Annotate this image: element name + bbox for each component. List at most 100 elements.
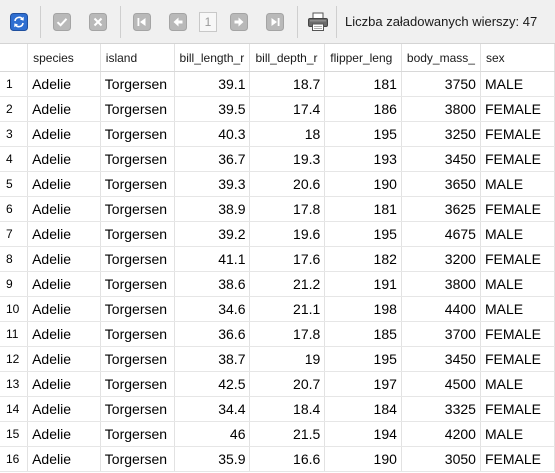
sex-cell[interactable]: FEMALE [480,96,555,122]
species-cell[interactable]: Adelie [27,321,101,347]
flipper-length-cell[interactable]: 182 [324,246,402,272]
flipper-length-cell[interactable]: 181 [324,71,402,97]
body-mass-cell[interactable]: 4500 [401,371,481,397]
flipper-length-cell[interactable]: 195 [324,346,402,372]
species-cell[interactable]: Adelie [27,121,101,147]
bill-depth-cell[interactable]: 16.6 [249,446,326,472]
species-cell[interactable]: Adelie [27,421,101,447]
flipper-length-cell[interactable]: 184 [324,396,402,422]
bill-length-cell[interactable]: 39.1 [174,71,251,97]
body-mass-cell[interactable]: 3750 [401,71,481,97]
row-number-cell[interactable]: 10 [0,296,29,322]
island-cell[interactable]: Torgersen [100,146,175,172]
row-number-cell[interactable]: 14 [0,396,29,422]
sex-cell[interactable]: FEMALE [480,121,555,147]
body-mass-cell[interactable]: 4200 [401,421,481,447]
species-cell[interactable]: Adelie [27,446,101,472]
row-number-cell[interactable]: 7 [0,221,29,247]
table-row[interactable]: 14 Adelie Torgersen 34.4 18.4 184 3325 FEMALE [0,396,555,422]
table-row[interactable]: 16 Adelie Torgersen 35.9 16.6 190 3050 FEMALE [0,446,555,472]
flipper-length-cell[interactable]: 186 [324,96,402,122]
row-number-cell[interactable]: 2 [0,96,29,122]
species-cell[interactable]: Adelie [27,196,101,222]
sex-cell[interactable]: FEMALE [480,246,555,272]
table-row[interactable]: 3 Adelie Torgersen 40.3 18 195 3250 FEMALE [0,121,555,147]
body-mass-cell[interactable]: 3450 [401,346,481,372]
sex-cell[interactable]: FEMALE [480,146,555,172]
bill-depth-cell[interactable]: 19.6 [249,221,326,247]
bill-depth-cell[interactable]: 19 [249,346,326,372]
body-mass-cell[interactable]: 3325 [401,396,481,422]
sex-cell[interactable]: FEMALE [480,446,555,472]
bill-length-header[interactable]: bill_length_r [174,44,251,72]
table-row[interactable]: 9 Adelie Torgersen 38.6 21.2 191 3800 MALE [0,271,555,297]
body-mass-cell[interactable]: 4675 [401,221,481,247]
print-button[interactable] [307,11,329,33]
sex-cell[interactable]: FEMALE [480,396,555,422]
island-cell[interactable]: Torgersen [100,246,175,272]
sex-header[interactable]: sex [480,44,555,72]
flipper-length-cell[interactable]: 195 [324,121,402,147]
bill-length-cell[interactable]: 38.9 [174,196,251,222]
table-row[interactable]: 15 Adelie Torgersen 46 21.5 194 4200 MALE [0,421,555,447]
sex-cell[interactable]: MALE [480,171,555,197]
table-row[interactable]: 6 Adelie Torgersen 38.9 17.8 181 3625 FEMALE [0,196,555,222]
body-mass-cell[interactable]: 3625 [401,196,481,222]
table-row[interactable]: 10 Adelie Torgersen 34.6 21.1 198 4400 MALE [0,296,555,322]
body-mass-cell[interactable]: 3700 [401,321,481,347]
flipper-length-cell[interactable]: 190 [324,446,402,472]
sex-cell[interactable]: MALE [480,221,555,247]
island-cell[interactable]: Torgersen [100,96,175,122]
row-number-cell[interactable]: 9 [0,271,29,297]
sex-cell[interactable]: MALE [480,421,555,447]
species-cell[interactable]: Adelie [27,171,101,197]
previous-page-button[interactable] [167,11,189,33]
species-cell[interactable]: Adelie [27,371,101,397]
bill-depth-cell[interactable]: 17.8 [249,321,326,347]
island-cell[interactable]: Torgersen [100,121,175,147]
bill-depth-cell[interactable]: 20.7 [249,371,326,397]
row-number-cell[interactable]: 12 [0,346,29,372]
bill-depth-cell[interactable]: 21.1 [249,296,326,322]
bill-depth-cell[interactable]: 18 [249,121,326,147]
row-number-cell[interactable]: 3 [0,121,29,147]
row-number-cell[interactable]: 5 [0,171,29,197]
bill-length-cell[interactable]: 36.7 [174,146,251,172]
row-number-cell[interactable]: 1 [0,71,29,97]
bill-length-cell[interactable]: 35.9 [174,446,251,472]
island-cell[interactable]: Torgersen [100,346,175,372]
table-row[interactable]: 1 Adelie Torgersen 39.1 18.7 181 3750 MALE [0,71,555,97]
bill-depth-cell[interactable]: 17.6 [249,246,326,272]
bill-length-cell[interactable]: 39.5 [174,96,251,122]
bill-length-cell[interactable]: 46 [174,421,251,447]
species-cell[interactable]: Adelie [27,246,101,272]
sex-cell[interactable]: MALE [480,71,555,97]
island-cell[interactable]: Torgersen [100,221,175,247]
row-number-cell[interactable]: 4 [0,146,29,172]
island-cell[interactable]: Torgersen [100,296,175,322]
body-mass-cell[interactable]: 3200 [401,246,481,272]
sex-cell[interactable]: FEMALE [480,196,555,222]
species-cell[interactable]: Adelie [27,71,101,97]
table-row[interactable]: 12 Adelie Torgersen 38.7 19 195 3450 FEMALE [0,346,555,372]
body-mass-cell[interactable]: 3450 [401,146,481,172]
island-cell[interactable]: Torgersen [100,271,175,297]
body-mass-cell[interactable]: 3250 [401,121,481,147]
island-cell[interactable]: Torgersen [100,396,175,422]
species-cell[interactable]: Adelie [27,96,101,122]
table-row[interactable]: 7 Adelie Torgersen 39.2 19.6 195 4675 MALE [0,221,555,247]
island-cell[interactable]: Torgersen [100,196,175,222]
bill-depth-cell[interactable]: 18.4 [249,396,326,422]
bill-depth-cell[interactable]: 21.5 [249,421,326,447]
body-mass-cell[interactable]: 3800 [401,271,481,297]
bill-depth-cell[interactable]: 17.8 [249,196,326,222]
last-page-button[interactable] [264,11,286,33]
row-number-cell[interactable]: 6 [0,196,29,222]
bill-depth-cell[interactable]: 17.4 [249,96,326,122]
sex-cell[interactable]: FEMALE [480,346,555,372]
bill-length-cell[interactable]: 39.3 [174,171,251,197]
flipper-length-header[interactable]: flipper_leng [324,44,402,72]
bill-length-cell[interactable]: 34.6 [174,296,251,322]
sex-cell[interactable]: MALE [480,296,555,322]
flipper-length-cell[interactable]: 198 [324,296,402,322]
